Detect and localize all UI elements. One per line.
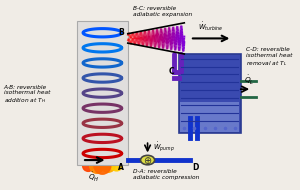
Text: $\dot{Q}_H$: $\dot{Q}_H$ [88,171,99,184]
Text: D-A: reversible
adiabatic compression: D-A: reversible adiabatic compression [134,169,200,180]
Text: C: C [169,67,174,76]
Ellipse shape [111,161,122,171]
Text: $\dot{Q}_L$: $\dot{Q}_L$ [244,74,254,87]
Text: $\oplus$: $\oplus$ [143,155,152,165]
FancyBboxPatch shape [180,102,239,132]
Circle shape [140,155,154,165]
Text: A: A [118,163,124,172]
FancyBboxPatch shape [178,54,241,133]
Ellipse shape [90,158,104,173]
Text: B: B [118,28,124,37]
Ellipse shape [94,157,111,174]
Text: A-B: reversible
isothermal heat
addition at $T_H$: A-B: reversible isothermal heat addition… [4,85,50,105]
Ellipse shape [101,159,115,172]
Text: D: D [192,163,199,172]
Text: $\dot{W}_{turbine}$: $\dot{W}_{turbine}$ [198,20,224,33]
Text: B-C: reversible
adiabatic expansion: B-C: reversible adiabatic expansion [134,6,193,17]
Text: $\dot{W}_{pump}$: $\dot{W}_{pump}$ [153,141,175,155]
Ellipse shape [82,160,94,171]
Text: C-D: reversible
isothermal heat
removal at $T_L$: C-D: reversible isothermal heat removal … [246,47,293,68]
FancyBboxPatch shape [77,21,128,165]
